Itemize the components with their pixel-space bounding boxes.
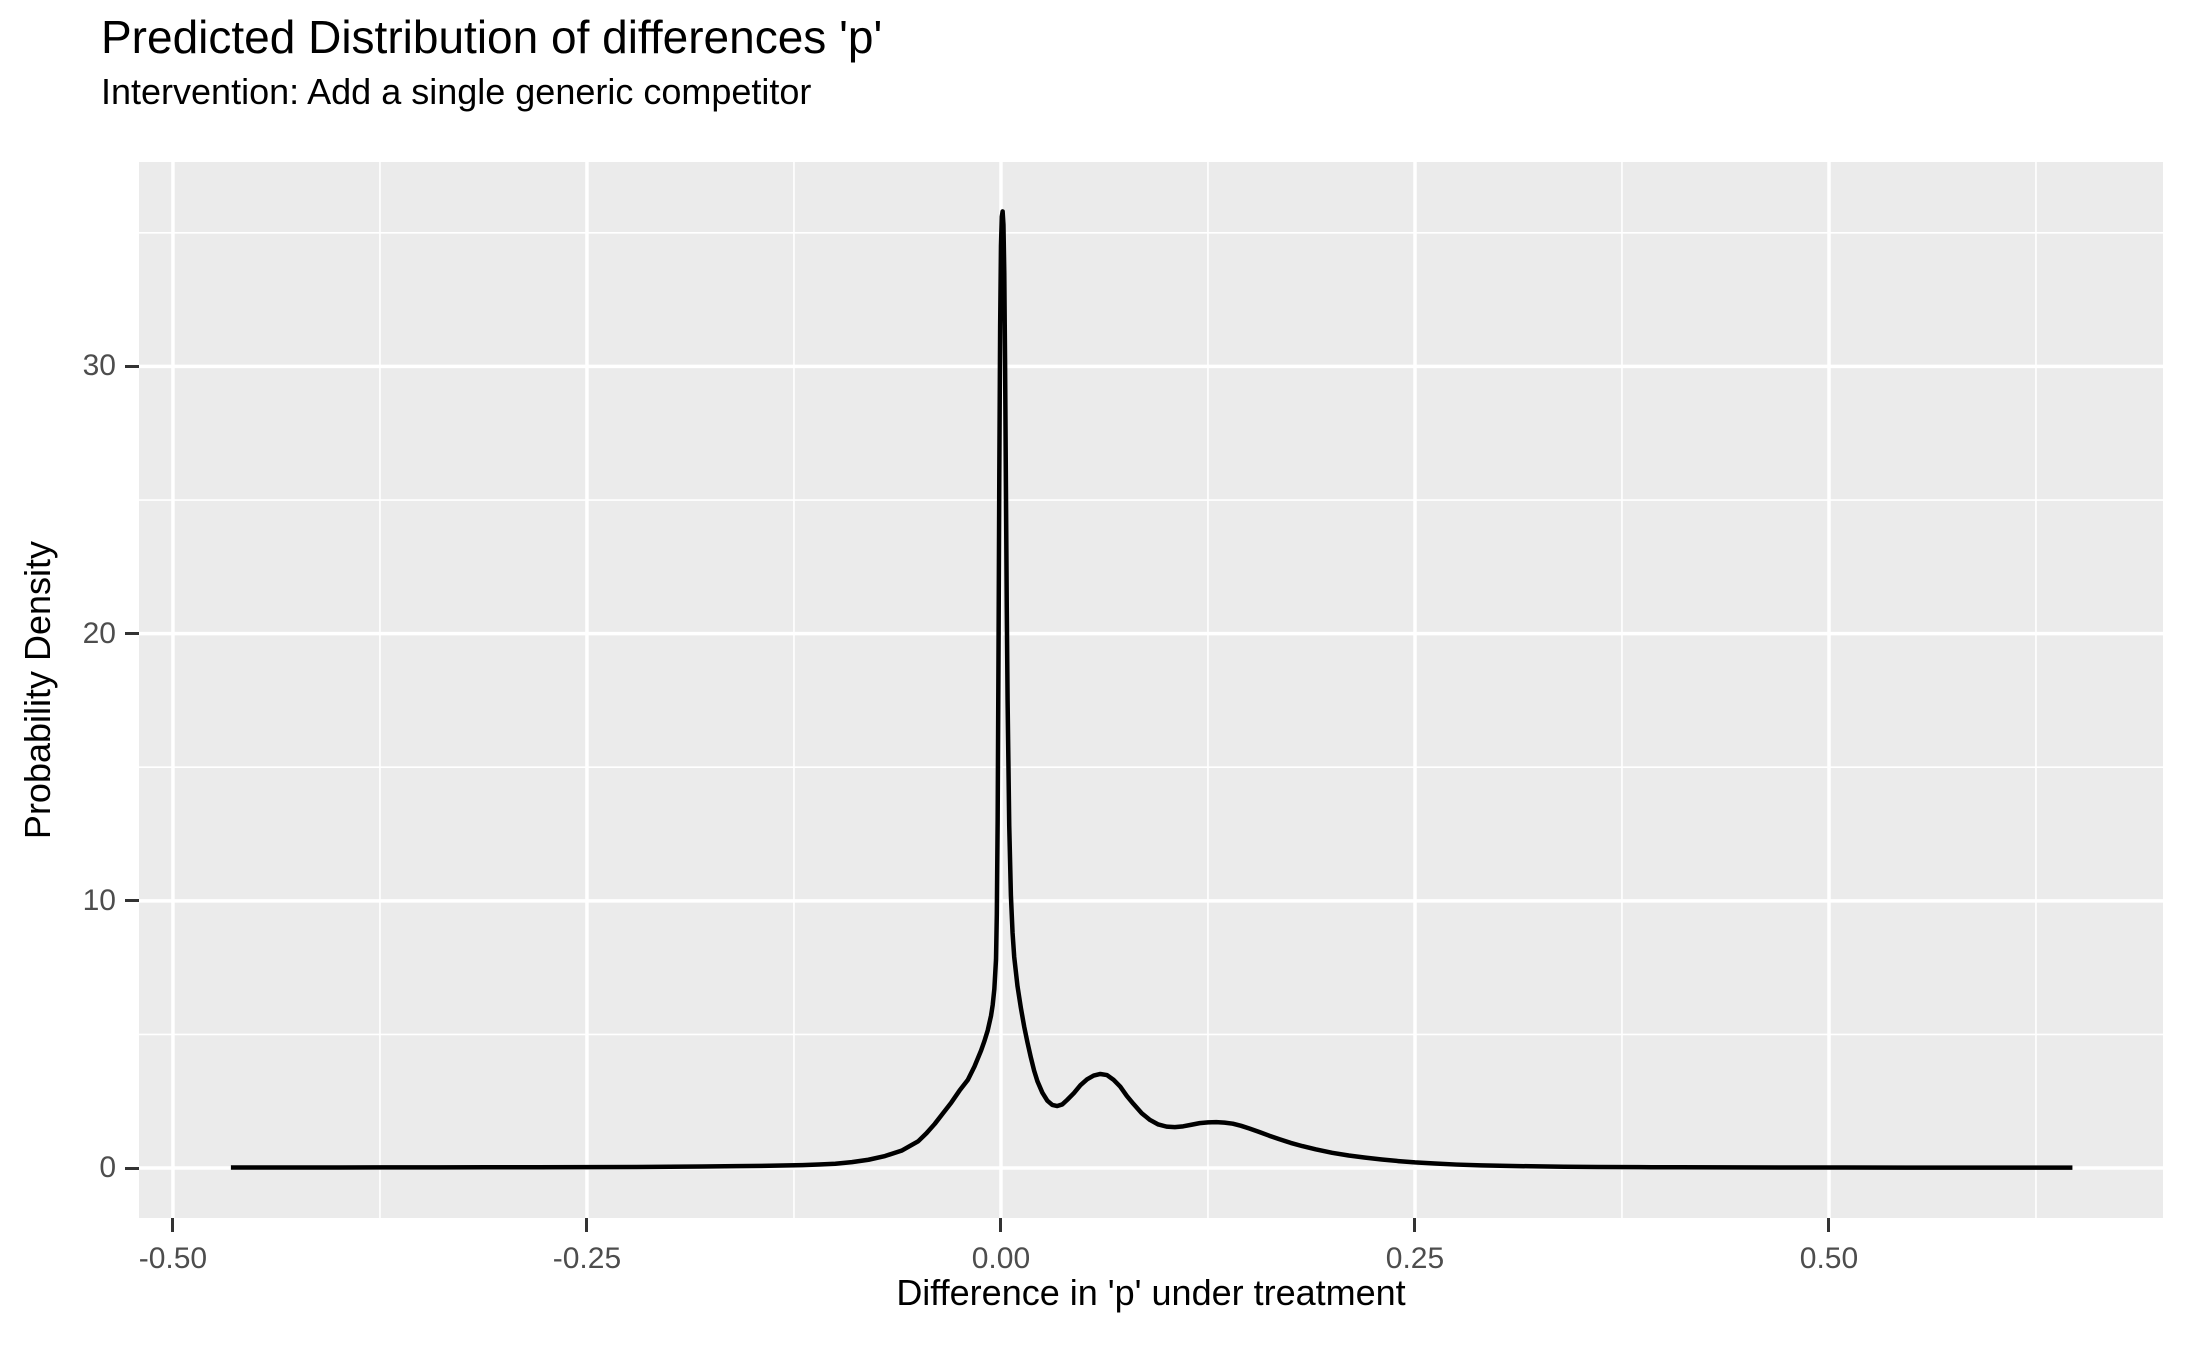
x-axis-tick-mark [171,1218,175,1232]
x-axis-tick-label: -0.25 [552,1242,622,1275]
y-axis-tick-label: 10 [82,883,116,917]
plot-title: Predicted Distribution of differences 'p… [101,11,883,63]
y-axis-tick-mark [125,899,139,903]
x-axis-tick-mark [1413,1218,1417,1232]
x-axis-tick-mark [1827,1218,1831,1232]
plot-panel [139,162,2163,1218]
y-axis-tick-mark [125,1166,139,1170]
density-chart-canvas [139,162,2163,1218]
x-axis-tick-mark [585,1218,589,1232]
x-axis-tick-label: 0.25 [1385,1242,1445,1275]
y-axis-tick-mark [125,364,139,368]
x-axis-tick-label: 0.50 [1799,1242,1859,1275]
density-curve [230,209,2073,1170]
y-axis-tick-label: 30 [82,349,116,383]
y-axis-title: Probability Density [17,540,58,840]
y-axis-tick-label: 20 [82,616,116,650]
x-axis-tick-mark [999,1218,1003,1232]
y-axis-tick-mark [125,632,139,636]
plot-subtitle: Intervention: Add a single generic compe… [101,71,812,112]
y-axis-tick-label: 0 [99,1151,116,1185]
x-axis-title: Difference in 'p' under treatment [896,1272,1406,1313]
x-axis-tick-label: 0.00 [971,1242,1031,1275]
x-axis-tick-label: -0.50 [138,1242,208,1275]
